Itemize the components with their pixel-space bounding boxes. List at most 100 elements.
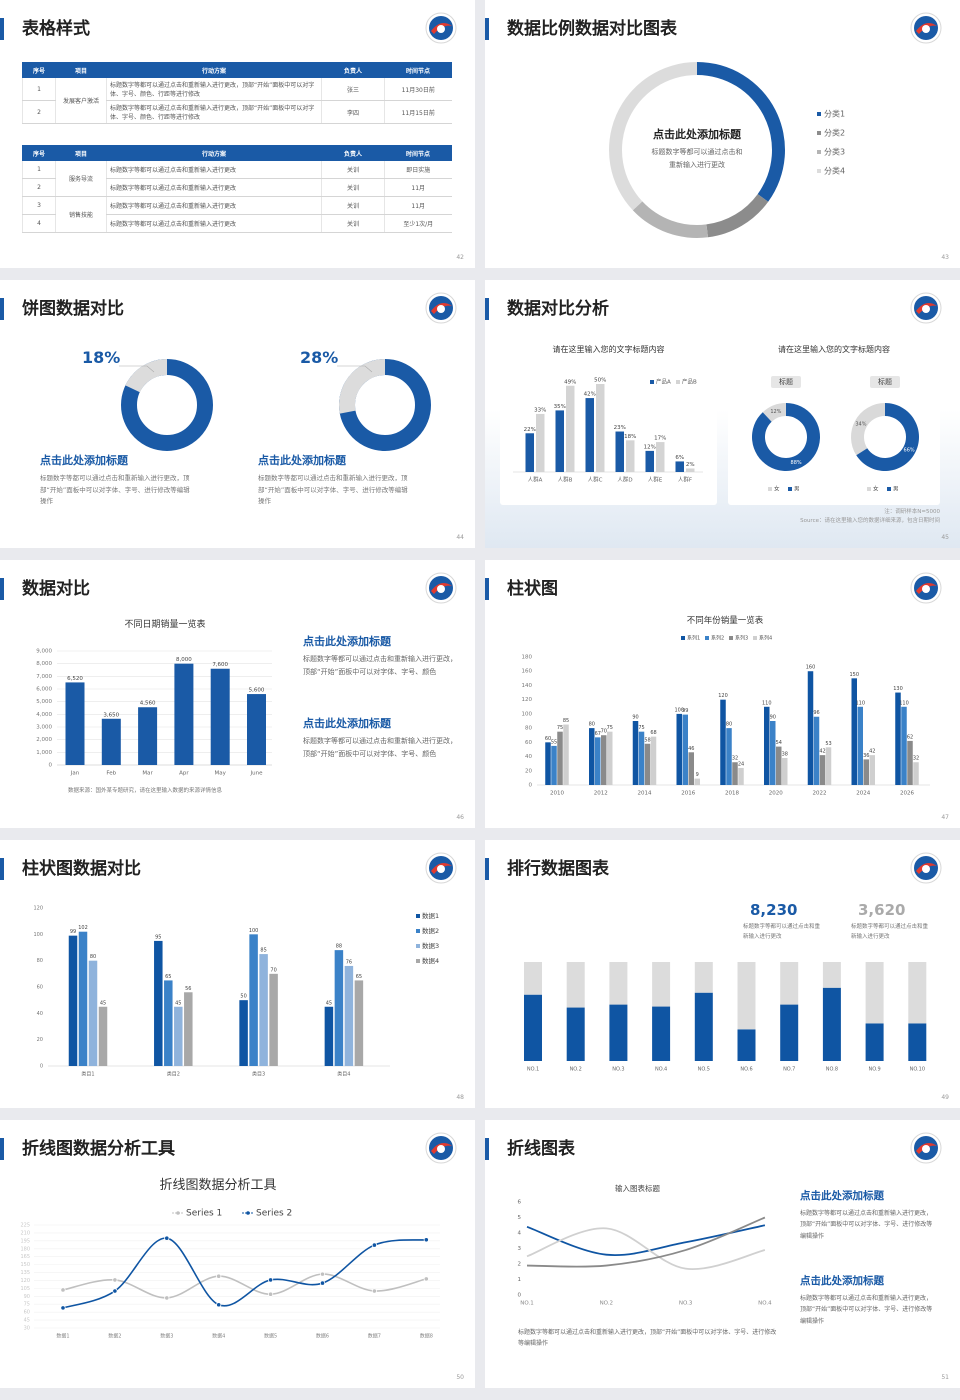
bar-segment	[566, 1007, 585, 1061]
header-row: 序号 项目 行动方案 负责人 时间节点	[22, 145, 452, 161]
legend-label: 产品B	[682, 378, 697, 386]
logo	[437, 865, 445, 873]
bar	[825, 747, 832, 785]
value-label: 32	[732, 756, 738, 762]
bar	[764, 706, 770, 785]
x-tick-label: Mar	[142, 771, 153, 777]
value-label: 49%	[564, 379, 576, 385]
x-tick-label: NO.2	[570, 1067, 582, 1073]
value-label: 67	[595, 731, 601, 737]
value-label: 7,600	[212, 662, 228, 668]
legend-label: 系列3	[735, 635, 748, 642]
y-tick-label: 120	[522, 697, 533, 703]
page-number: 49	[941, 1094, 949, 1101]
header-cell: 时间节点	[384, 145, 452, 161]
block-text: 标题数字等都可以通过点击和重新输入进行更改，顶部“开始”面板中可以对字体、字号、…	[303, 655, 457, 677]
card-title: 请在这里输入您的文字标题内容	[552, 345, 665, 354]
value-label: 62	[907, 734, 913, 740]
line-marker	[267, 1277, 274, 1283]
donut-segment	[632, 201, 709, 239]
value-label: 60	[545, 736, 551, 742]
ring-value-label: 18%	[82, 348, 121, 367]
value-label: 95	[155, 934, 161, 940]
legend-swatch	[416, 959, 420, 963]
x-tick-label: 2014	[638, 791, 652, 797]
x-tick-label: Feb	[106, 771, 116, 777]
chart-title: 输入图表标题	[615, 1184, 660, 1193]
table-cell: 发展客户激活	[55, 77, 107, 124]
page-number: 45	[941, 534, 949, 541]
line-marker	[60, 1287, 66, 1293]
table-cell: 11月	[384, 196, 452, 215]
x-tick-label: 人群E	[648, 476, 663, 484]
page-number: 47	[941, 814, 949, 821]
donut-segment	[752, 403, 820, 471]
block-text: 标题数字等都可以通过点击和重新输入进行更改，顶部“开始”面板中可以对字体、字号、…	[258, 474, 408, 506]
y-tick-label: 0	[529, 783, 533, 789]
page-number: 43	[941, 254, 949, 261]
body-text: 标题数字等都可以通过点击和重新输入进行更改，顶部“开始”面板中可以对字体、字号、…	[518, 1329, 777, 1348]
bar	[589, 728, 595, 785]
y-tick-label: 80	[525, 726, 532, 732]
value-label: 80	[589, 722, 595, 728]
slide: 饼图数据对比 44 18% 点击此处添加标题 标题数字等都可以通过点击和重新输入进行更改…	[0, 280, 475, 548]
x-tick-label: NO.6	[740, 1067, 752, 1073]
line-marker	[164, 1295, 170, 1301]
table-cell: 标题数字等都可以通过点击和重新输入进行更改，顶部“开始”面板中可以对字体、字号、…	[106, 77, 322, 101]
title-accent	[485, 18, 489, 40]
y-tick-label: 4	[518, 1231, 522, 1237]
value-label: 65	[165, 974, 171, 980]
legend-label: 系列1	[687, 635, 700, 642]
bar	[551, 745, 557, 785]
x-tick-label: Apr	[179, 771, 189, 777]
slide: 表格样式 42 序号 项目 行动方案 负责人 时间节点 1 发展客户激活 标题数字等都可以通过点击…	[0, 0, 475, 268]
value-label: 55	[551, 739, 557, 745]
bar	[239, 1000, 248, 1066]
y-tick-label: 3	[518, 1246, 522, 1252]
value-label: 6%	[675, 455, 684, 461]
table-row: 4 标题数字等都可以通过点击和重新输入进行更改 关训 至少1次/月	[22, 214, 452, 233]
block-text: 标题数字等都可以通过点击和重新输入进行更改，顶部“开始”面板中可以对字体、字号、…	[303, 737, 457, 759]
slide-title: 数据对比分析	[507, 299, 609, 319]
legend-label: 分类4	[824, 166, 845, 176]
value-label: 50%	[594, 378, 606, 384]
leader-line	[337, 365, 373, 373]
y-tick-label: 210	[20, 1230, 30, 1236]
line-marker	[60, 1305, 66, 1311]
table-row: 3 销售技能 标题数字等都可以通过点击和重新输入进行更改 关训 11月	[22, 196, 452, 233]
y-tick-label: 40	[525, 754, 532, 760]
bar-segment	[566, 962, 585, 1008]
y-tick-label: 195	[20, 1238, 30, 1244]
value-label: 99	[70, 929, 76, 935]
bar	[68, 935, 78, 1066]
data-table: 序号 项目 行动方案 负责人 时间节点 1 发展客户激活 标题数字等都可以通过点击和重新输入进…	[22, 62, 452, 124]
chart-title: 不同日期销量一览表	[124, 620, 206, 630]
value-label: 70	[601, 729, 607, 735]
bar	[686, 468, 695, 472]
legend-swatch	[768, 487, 772, 491]
logo	[922, 25, 930, 33]
slide-title: 柱状图数据对比	[22, 859, 141, 879]
bar-segment	[780, 1004, 799, 1061]
page-number: 42	[456, 254, 464, 261]
slide-title: 折线图数据分析工具	[22, 1139, 175, 1159]
bar	[324, 1006, 334, 1066]
value-label: 56	[185, 986, 191, 992]
value-label: 34%	[855, 421, 866, 427]
value-label: 150	[849, 672, 859, 678]
slide-title: 数据比例数据对比图表	[507, 19, 677, 39]
block-heading: 点击此处添加标题	[800, 1275, 884, 1287]
x-tick-label: 2022	[813, 791, 827, 797]
line-series	[526, 1227, 766, 1270]
y-tick-label: 0	[518, 1293, 522, 1299]
x-tick-label: 数据7	[368, 1333, 381, 1340]
bar	[682, 714, 688, 785]
table-cell: 11月15日前	[384, 100, 452, 124]
x-tick-label: NO.7	[783, 1067, 795, 1073]
block-heading: 点击此处添加标题	[303, 717, 391, 730]
slide-title: 排行数据图表	[507, 859, 609, 879]
y-tick-label: 105	[20, 1286, 30, 1292]
legend-label: 数据2	[422, 926, 439, 935]
bar	[334, 950, 344, 1066]
